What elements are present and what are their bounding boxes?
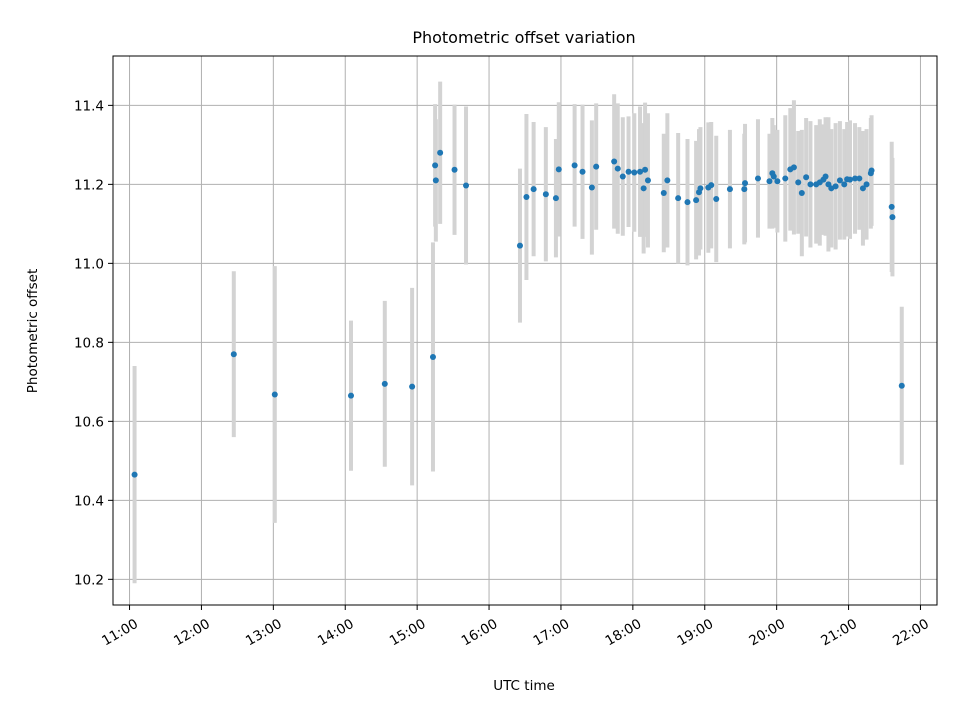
data-point (429, 353, 436, 360)
data-point (803, 174, 810, 181)
data-point (726, 186, 733, 193)
data-point (841, 181, 848, 188)
data-point (898, 382, 905, 389)
data-point (684, 199, 691, 206)
x-tick-label: 16:00 (459, 616, 501, 649)
data-point (807, 181, 814, 188)
data-point (741, 186, 748, 193)
y-tick-label: 11.2 (74, 177, 104, 193)
x-tick-label: 19:00 (674, 616, 716, 649)
data-point (889, 214, 896, 221)
data-point (555, 166, 562, 173)
error-bars (132, 81, 904, 584)
y-tick-label: 10.8 (74, 335, 104, 351)
y-axis-label: Photometric offset (25, 269, 41, 393)
x-tick-label: 12:00 (171, 616, 213, 649)
data-point (782, 175, 789, 182)
data-point (836, 177, 843, 184)
data-point (523, 194, 530, 201)
y-axis-ticks: 10.2 10.4 10.6 10.8 11.0 11.2 11.4 (74, 98, 113, 588)
data-point (381, 380, 388, 387)
data-point (552, 195, 559, 202)
data-point (644, 177, 651, 184)
data-point (451, 166, 458, 173)
x-tick-label: 11:00 (99, 616, 141, 649)
data-point (852, 175, 859, 182)
data-point (742, 180, 749, 187)
data-point (530, 186, 537, 193)
data-point (888, 203, 895, 210)
chart-title: Photometric offset variation (412, 28, 635, 47)
y-tick-label: 11.0 (74, 256, 104, 272)
data-point (437, 149, 444, 156)
data-point (611, 158, 618, 165)
data-point (664, 177, 671, 184)
data-point (660, 190, 667, 197)
data-point (131, 471, 138, 478)
x-tick-label: 20:00 (746, 616, 788, 649)
data-point (859, 185, 866, 192)
x-tick-label: 15:00 (387, 616, 429, 649)
data-point (432, 162, 439, 169)
data-point (795, 179, 802, 186)
data-point (571, 162, 578, 169)
x-tick-label: 14:00 (315, 616, 357, 649)
data-point (642, 166, 649, 173)
data-point (693, 197, 700, 204)
y-tick-label: 10.6 (74, 414, 104, 430)
data-point (856, 175, 863, 182)
data-point (708, 182, 715, 189)
data-point (625, 168, 632, 175)
data-point (832, 183, 839, 190)
y-tick-label: 10.4 (74, 493, 104, 509)
data-point (619, 173, 626, 180)
x-tick-label: 18:00 (603, 616, 645, 649)
data-point (697, 185, 704, 192)
data-point (766, 178, 773, 185)
data-point (770, 173, 777, 180)
data-point (542, 191, 549, 198)
data-point (463, 182, 470, 189)
data-point (774, 178, 781, 185)
data-point (868, 167, 875, 174)
data-point (432, 177, 439, 184)
data-point (230, 351, 237, 358)
data-point (846, 176, 853, 183)
data-point (409, 383, 416, 390)
data-point (863, 181, 870, 188)
x-axis-ticks: 11:00 12:00 13:00 14:00 15:00 16:00 17:00 18:00… (99, 605, 932, 649)
data-point (798, 190, 805, 197)
data-point (637, 168, 644, 175)
data-point (640, 185, 647, 192)
data-point (588, 184, 595, 191)
data-point (614, 165, 621, 172)
data-points (131, 149, 905, 478)
data-point (790, 164, 797, 171)
x-axis-label: UTC time (493, 678, 555, 694)
data-point (593, 163, 600, 170)
data-point (754, 175, 761, 182)
data-point (271, 391, 278, 398)
x-tick-label: 22:00 (890, 616, 932, 649)
data-point (516, 242, 523, 249)
x-tick-label: 21:00 (818, 616, 860, 649)
y-tick-label: 11.4 (74, 98, 104, 114)
y-tick-label: 10.2 (74, 572, 104, 588)
data-point (347, 392, 354, 399)
data-point (713, 195, 720, 202)
plot-frame (112, 55, 938, 606)
data-point (675, 195, 682, 202)
data-point (579, 168, 586, 175)
x-tick-label: 17:00 (531, 616, 573, 649)
data-point (822, 173, 829, 180)
x-tick-label: 13:00 (243, 616, 285, 649)
data-point (631, 169, 638, 176)
